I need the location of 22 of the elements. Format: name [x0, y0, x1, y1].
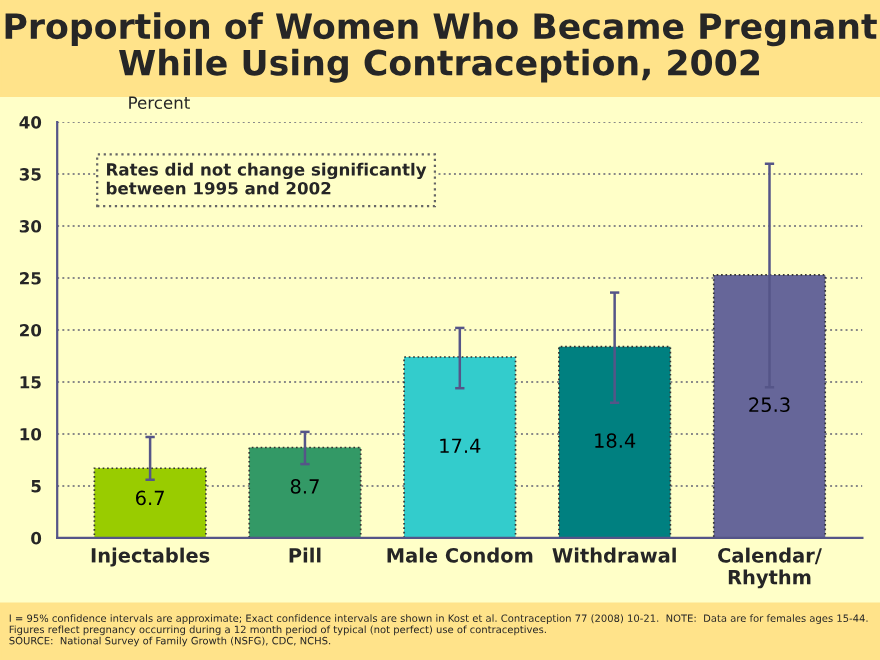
data-label: 6.7	[136, 490, 164, 506]
y-tick-label: 40	[19, 116, 42, 129]
x-tick-label: Withdrawal	[552, 547, 676, 563]
x-tick-label: Male Condom	[387, 547, 533, 563]
y-axis-title: Percent	[129, 96, 190, 109]
y-tick-label: 15	[20, 376, 41, 389]
y-tick-label: 5	[31, 480, 41, 493]
y-tick-label: 0	[31, 531, 42, 545]
y-tick-label: 10	[20, 427, 42, 441]
data-label: 8.7	[290, 479, 319, 494]
x-tick-label: Calendar/ Rhythm	[718, 547, 822, 589]
annotation: Rates did not change significantly between 1995 and 2002	[106, 162, 427, 195]
x-tick-label: Pill	[289, 547, 321, 563]
y-tick-label: 35	[19, 168, 41, 181]
chart-title: Proportion of Women Who Became Pregnant While Using Contraception, 2002	[5, 12, 877, 83]
y-tick-label: 20	[20, 323, 42, 337]
data-label: 25.3	[749, 397, 790, 413]
y-tick-label: 30	[19, 220, 42, 233]
data-label: 18.4	[595, 433, 636, 448]
y-tick-label: 25	[20, 271, 41, 285]
data-label: 17.4	[440, 438, 481, 453]
x-tick-label: Injectables	[91, 547, 210, 567]
